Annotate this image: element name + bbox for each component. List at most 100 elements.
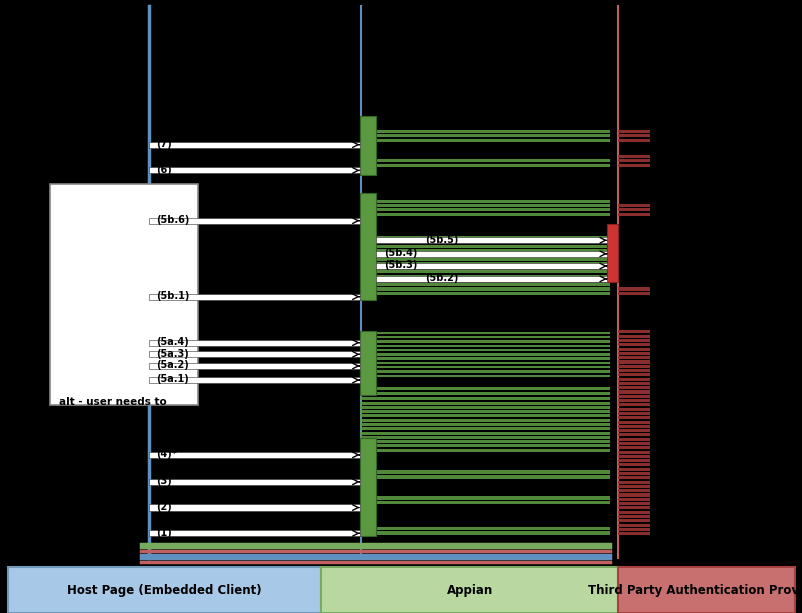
Bar xyxy=(618,567,794,613)
Bar xyxy=(148,504,359,511)
Bar xyxy=(618,395,650,398)
Bar xyxy=(618,335,650,338)
Bar xyxy=(618,524,650,527)
Bar xyxy=(618,139,650,142)
Bar xyxy=(618,292,650,295)
Bar xyxy=(618,476,650,479)
Text: (2): (2) xyxy=(156,502,172,512)
Bar xyxy=(321,567,618,613)
Bar xyxy=(375,276,606,282)
Bar xyxy=(359,332,610,334)
Bar xyxy=(375,245,610,248)
Bar xyxy=(618,498,650,501)
Bar xyxy=(359,501,610,504)
Bar xyxy=(618,208,650,211)
Bar xyxy=(148,363,359,369)
Bar xyxy=(359,116,375,175)
Bar xyxy=(618,438,650,441)
Bar xyxy=(359,353,610,356)
Bar xyxy=(359,440,610,443)
Bar xyxy=(606,224,618,282)
Bar xyxy=(359,349,610,351)
Bar xyxy=(618,519,650,522)
Bar xyxy=(8,567,321,613)
Bar xyxy=(618,386,650,389)
Bar xyxy=(375,287,610,291)
Bar xyxy=(375,263,606,269)
Bar xyxy=(618,429,650,432)
FancyBboxPatch shape xyxy=(50,184,198,405)
Bar xyxy=(359,331,375,395)
Bar xyxy=(375,253,610,256)
Bar xyxy=(359,139,610,142)
Text: (5b.5): (5b.5) xyxy=(425,235,459,245)
Bar xyxy=(359,370,610,373)
Bar xyxy=(359,419,610,422)
Bar xyxy=(375,237,606,243)
Bar xyxy=(359,438,375,536)
Bar xyxy=(148,294,359,300)
Bar xyxy=(359,134,610,137)
Bar xyxy=(618,481,650,484)
Bar xyxy=(359,340,610,343)
Text: (3): (3) xyxy=(156,476,172,486)
Bar xyxy=(375,251,606,257)
Bar xyxy=(618,164,650,167)
Bar xyxy=(375,262,610,265)
Bar xyxy=(359,204,610,207)
Bar xyxy=(359,159,610,162)
Bar xyxy=(618,468,650,471)
Bar xyxy=(618,339,650,342)
Text: (5a.4): (5a.4) xyxy=(156,337,189,347)
Text: (5b.4): (5b.4) xyxy=(383,248,417,258)
Text: (5a.2): (5a.2) xyxy=(156,360,189,370)
Bar xyxy=(359,432,610,435)
Text: (5b.6): (5b.6) xyxy=(156,215,190,225)
Text: alt - user needs to
login: alt - user needs to login xyxy=(59,397,167,419)
Bar xyxy=(359,357,610,360)
Bar xyxy=(359,130,610,133)
Bar xyxy=(618,134,650,137)
Bar xyxy=(618,403,650,406)
Bar xyxy=(375,236,610,239)
Bar xyxy=(359,527,610,530)
Bar xyxy=(148,530,359,536)
Bar xyxy=(359,200,610,203)
Bar xyxy=(618,493,650,497)
Bar xyxy=(359,345,610,347)
Bar xyxy=(618,472,650,475)
Bar xyxy=(618,451,650,454)
Bar xyxy=(148,377,359,383)
Bar xyxy=(618,343,650,346)
Bar xyxy=(148,479,359,485)
Text: ·: · xyxy=(147,284,150,298)
Bar xyxy=(618,390,650,394)
Bar xyxy=(618,455,650,458)
Bar xyxy=(359,375,610,377)
Bar xyxy=(375,266,610,269)
Bar xyxy=(618,506,650,509)
Bar xyxy=(359,410,610,413)
Bar xyxy=(618,446,650,449)
Bar xyxy=(618,433,650,436)
Bar xyxy=(359,436,610,439)
Bar xyxy=(148,218,359,224)
Bar xyxy=(359,414,610,417)
Bar xyxy=(618,412,650,415)
Bar xyxy=(618,463,650,466)
Bar xyxy=(148,452,359,458)
Text: Appian: Appian xyxy=(446,584,492,596)
Bar xyxy=(618,352,650,355)
Bar xyxy=(618,378,650,381)
Bar xyxy=(618,204,650,207)
Bar xyxy=(359,427,610,430)
Bar xyxy=(618,373,650,376)
Bar xyxy=(375,283,610,286)
Bar xyxy=(359,366,610,368)
Text: (5b.3): (5b.3) xyxy=(383,261,417,270)
Bar xyxy=(618,489,650,492)
Bar xyxy=(618,213,650,216)
Bar xyxy=(618,330,650,333)
Text: (5a.1): (5a.1) xyxy=(156,375,189,384)
Bar xyxy=(618,159,650,162)
